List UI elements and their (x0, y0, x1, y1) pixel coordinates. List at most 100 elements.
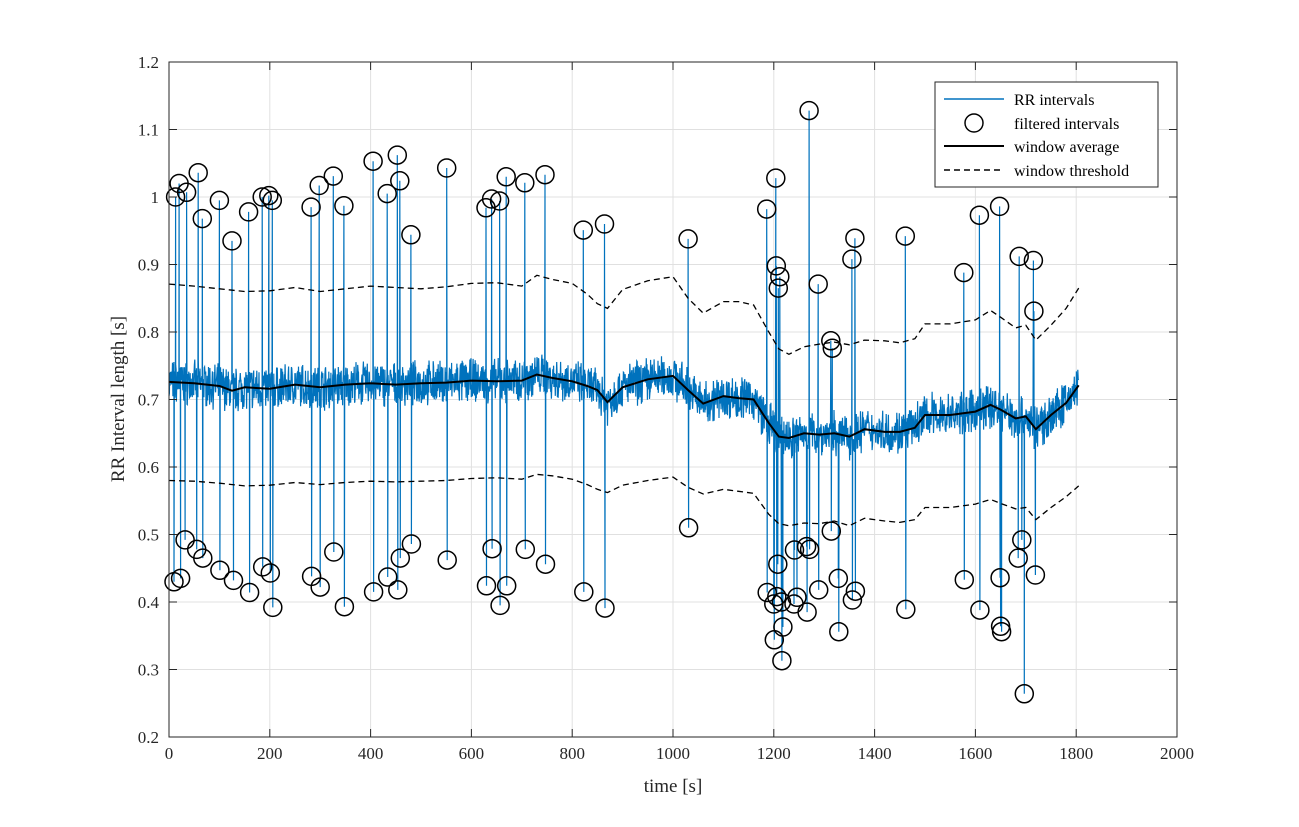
filtered-interval-marker (808, 274, 828, 294)
y-tick-label: 0.5 (138, 526, 159, 545)
filtered-interval-marker (808, 580, 829, 600)
filtered-interval-marker (476, 576, 497, 596)
filtered-interval-marker (387, 145, 408, 165)
filtered-interval-marker (772, 650, 792, 671)
filtered-interval-marker (822, 338, 843, 358)
filtered-interval-marker (260, 563, 281, 583)
axes (168, 61, 1178, 738)
filtered-interval-marker (324, 542, 344, 562)
filtered-interval-marker (535, 554, 556, 574)
x-tick-label: 1400 (858, 744, 892, 763)
window-threshold-lower-line (168, 473, 1080, 527)
rr-intervals-series (168, 110, 1080, 694)
x-axis-title: time [s] (644, 776, 703, 797)
y-tick-label: 0.4 (138, 593, 160, 612)
filtered-interval-marker (797, 602, 817, 622)
filtered-interval-marker (766, 256, 787, 276)
filtered-interval-marker (334, 196, 354, 216)
filtered-interval-marker (401, 225, 421, 245)
filtered-interval-marker (970, 600, 990, 620)
filtered-interval-marker (252, 187, 272, 207)
filtered-interval-marker (363, 151, 383, 171)
x-tick-label: 1000 (656, 744, 690, 763)
y-tick-label: 0.7 (138, 391, 160, 410)
filtered-interval-marker (799, 539, 820, 560)
y-tick-label: 1 (151, 188, 160, 207)
filtered-interval-marker (768, 554, 788, 574)
legend-swatch-filtered (964, 113, 984, 133)
filtered-interval-marker (223, 570, 244, 591)
filtered-interval-marker (990, 567, 1010, 588)
filtered-interval-marker (535, 164, 555, 185)
filtered-interval-marker (388, 580, 408, 600)
filtered-interval-marker (991, 621, 1012, 642)
x-tick-label: 200 (257, 744, 283, 763)
filtered-interval-marker (238, 202, 259, 222)
filtered-interval-marker (842, 249, 862, 269)
rr-intervals-line (168, 110, 1080, 694)
filtered-interval-marker (175, 530, 195, 550)
filtered-interval-marker (969, 205, 990, 225)
filtered-interval-marker (845, 228, 865, 248)
filtered-interval-marker (678, 518, 699, 538)
legend-label-average: window average (1014, 139, 1119, 156)
y-axis-title: RR Interval length [s] (108, 316, 129, 482)
filtered-interval-marker (1014, 684, 1035, 704)
filtered-interval-marker (259, 185, 279, 206)
y-tick-label: 0.8 (138, 323, 159, 342)
filtered-interval-marker (1024, 301, 1044, 321)
x-tick-label: 400 (358, 744, 384, 763)
filtered-interval-marker (192, 208, 213, 229)
filtered-interval-marker (829, 621, 849, 642)
filtered-interval-marker (770, 266, 790, 287)
filtered-interval-marker (799, 100, 819, 121)
x-tick-label: 0 (165, 744, 174, 763)
filtered-interval-marker (1023, 250, 1044, 271)
filtered-interval-marker (515, 173, 535, 193)
filtered-interval-marker (574, 582, 594, 602)
filtered-interval-marker (796, 536, 817, 557)
filtered-interval-marker (896, 599, 916, 620)
filtered-interval-marker (1008, 548, 1028, 568)
filtered-interval-marker (262, 190, 283, 211)
filtered-interval-marker (828, 568, 849, 589)
filtered-interval-marker (310, 577, 330, 597)
filtered-interval-marker (436, 158, 457, 178)
filtered-interval-marker (573, 220, 594, 240)
legend-label-threshold: window threshold (1014, 163, 1129, 180)
y-tick-label: 0.2 (138, 728, 159, 747)
filtered-interval-marker (757, 582, 777, 603)
filtered-interval-marker (1025, 565, 1046, 585)
x-tick-label: 2000 (1160, 744, 1194, 763)
filtered-interval-marker (1009, 246, 1029, 267)
filtered-interval-marker (767, 586, 787, 607)
filtered-interval-marker (323, 166, 344, 186)
filtered-interval-marker (482, 538, 502, 559)
filtered-interval-marker (787, 587, 807, 608)
filtered-interval-marker (773, 617, 793, 637)
filtered-interval-marker (954, 262, 974, 283)
legend-label-filtered: filtered intervals (1014, 116, 1119, 133)
filtered-interval-marker (1012, 530, 1032, 550)
filtered-interval-marker (209, 190, 230, 211)
window-average-line (168, 373, 1080, 440)
filtered-interval-marker (496, 576, 517, 596)
filtered-interval-marker (334, 596, 355, 617)
filtered-interval-marker (210, 560, 230, 581)
y-tick-label: 0.9 (138, 256, 159, 275)
x-tick-label: 1600 (958, 744, 992, 763)
filtered-interval-marker (954, 569, 975, 590)
filtered-interval-marker (842, 590, 863, 610)
legend-label-rr: RR intervals (1014, 92, 1094, 109)
filtered-interval-marker (845, 581, 866, 601)
tick-labels: 0 200 400 600 800 1000 1200 1400 1600 1800 2000 0.2… (138, 53, 1194, 763)
x-tick-label: 600 (459, 744, 485, 763)
filtered-interval-marker (515, 539, 536, 560)
y-tick-label: 0.3 (138, 661, 159, 680)
filtered-interval-marker (188, 162, 208, 183)
y-tick-label: 1.2 (138, 53, 159, 72)
y-tick-label: 1.1 (138, 121, 159, 140)
filtered-interval-marker (363, 582, 384, 602)
legend-box (934, 81, 1159, 188)
